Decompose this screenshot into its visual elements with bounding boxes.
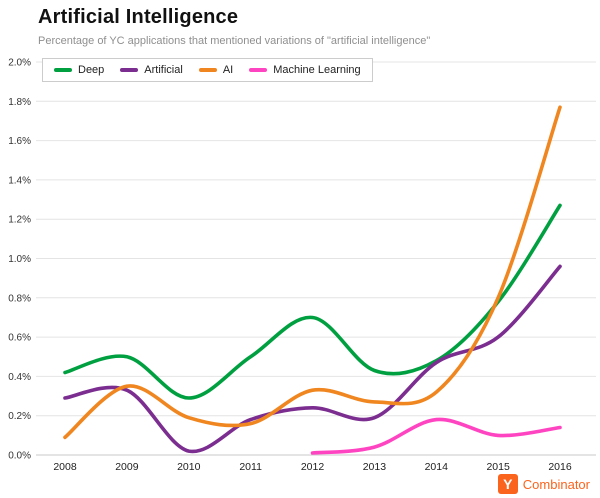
y-axis-label: 1.6% <box>8 136 31 147</box>
y-axis-label: 0.4% <box>8 372 31 383</box>
y-axis-label: 0.2% <box>8 411 31 422</box>
legend-label-deep: Deep <box>78 64 105 76</box>
y-axis-label: 1.4% <box>8 175 31 186</box>
legend-item-deep: Deep <box>54 64 104 76</box>
x-axis-label: 2014 <box>425 461 449 473</box>
series-path-ai <box>63 105 562 440</box>
chart-area: Deep Artificial AI Machine Learning 0.0% 0.2… <box>0 54 600 498</box>
legend: Deep Artificial AI Machine Learning <box>42 58 373 82</box>
line-chart: 0.0% 0.2% 0.4% 0.6% 0.8% 1.0% 1.2% 1.4% 1.6% 1.8%… <box>8 58 596 473</box>
x-axis-label: 2013 <box>363 461 387 473</box>
x-axis-label: 2015 <box>486 461 510 473</box>
legend-swatch-ai <box>198 68 217 72</box>
series-path-artificial <box>63 264 562 454</box>
series-path-machine-learning <box>310 417 562 455</box>
legend-item-machine-learning: Machine Learning <box>249 64 361 76</box>
legend-swatch-machine-learning <box>249 68 268 72</box>
x-axis-label: 2016 <box>548 461 572 473</box>
chart-subtitle: Percentage of YC applications that menti… <box>38 35 431 47</box>
yc-logo: Y Combinator <box>497 474 590 494</box>
legend-swatch-artificial <box>120 68 139 72</box>
y-axis-label: 2.0% <box>8 58 31 69</box>
yc-logo-text: Combinator <box>522 476 590 492</box>
y-axis-label: 1.8% <box>8 97 31 108</box>
legend-swatch-deep <box>54 68 72 72</box>
y-axis-label: 1.0% <box>8 254 31 265</box>
y-axis-label: 1.2% <box>8 215 31 226</box>
y-axis-label: 0.0% <box>8 451 31 462</box>
legend-item-ai: AI <box>198 64 234 76</box>
y-axis-label: 0.8% <box>8 293 31 304</box>
legend-label-artificial: Artificial <box>144 64 183 76</box>
legend-label-ai: AI <box>222 64 234 76</box>
x-axis-label: 2012 <box>301 461 325 473</box>
x-axis-label: 2010 <box>177 461 201 473</box>
series-path-deep <box>63 203 562 400</box>
x-axis-label: 2009 <box>115 461 139 473</box>
x-axis-label: 2011 <box>239 461 262 473</box>
yc-logo-icon: Y <box>497 474 518 494</box>
legend-label-machine-learning: Machine Learning <box>273 64 361 76</box>
chart-title: Artificial Intelligence <box>38 6 239 28</box>
legend-item-artificial: Artificial <box>120 64 183 76</box>
x-axis-label: 2008 <box>53 461 77 473</box>
y-axis-label: 0.6% <box>8 333 31 344</box>
